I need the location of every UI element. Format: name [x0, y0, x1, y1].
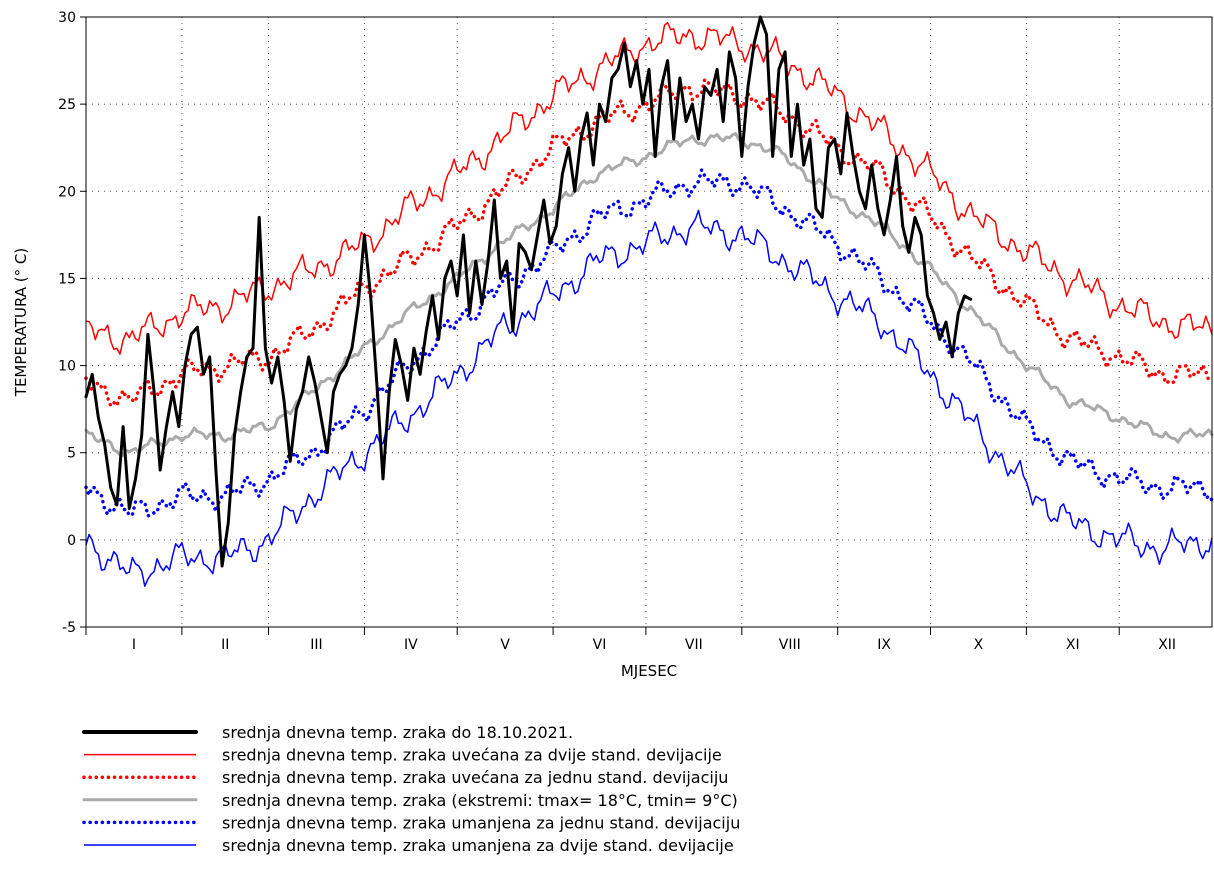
y-axis: -5 0 5 10 15 20 25 30 — [58, 10, 86, 636]
plot-area-frame — [85, 16, 1213, 628]
legend: srednja dnevna temp. zraka do 18.10.2021… — [82, 723, 740, 855]
month-label: II — [221, 637, 229, 653]
y-axis-title: TEMPERATURA (° C) — [12, 248, 30, 397]
legend-label-plus2: srednja dnevna temp. zraka uvećana za dv… — [222, 746, 722, 765]
y-tick-label: 15 — [58, 271, 76, 287]
month-label: X — [974, 637, 984, 653]
month-label: IX — [877, 637, 891, 653]
legend-label-obs: srednja dnevna temp. zraka do 18.10.2021… — [222, 723, 573, 742]
x-axis-title: MJESEC — [621, 662, 677, 680]
legend-label-minus2: srednja dnevna temp. zraka umanjena za d… — [222, 836, 734, 855]
month-label: I — [132, 637, 136, 653]
series-line-obs — [84, 15, 973, 568]
x-axis: I II III IV V VI VII VIII IX X XI XII — [85, 627, 1176, 653]
month-label: VIII — [779, 637, 801, 653]
month-label: V — [500, 637, 510, 653]
series-line-mean — [84, 132, 1214, 458]
series-line-plus1 — [84, 77, 1214, 408]
y-tick-label: 5 — [67, 446, 76, 462]
series-layer — [84, 15, 1214, 587]
legend-label-mean: srednja dnevna temp. zraka (ekstremi: tm… — [222, 791, 738, 810]
legend-label-minus1: srednja dnevna temp. zraka umanjena za j… — [222, 813, 740, 832]
month-label: VI — [593, 637, 607, 653]
month-label: XII — [1158, 637, 1176, 653]
series-line-minus2 — [85, 209, 1213, 587]
y-tick-label: 30 — [58, 10, 76, 26]
month-label: III — [310, 637, 322, 653]
y-tick-label: 25 — [58, 97, 76, 113]
month-label: IV — [404, 637, 418, 653]
series-line-plus2 — [85, 21, 1213, 355]
y-tick-label: 20 — [58, 184, 76, 200]
y-tick-label: 0 — [67, 533, 76, 549]
series-line-minus1 — [84, 168, 1214, 518]
month-label: VII — [685, 637, 703, 653]
y-tick-label: 10 — [58, 359, 76, 375]
month-label: XI — [1066, 637, 1080, 653]
y-tick-label: -5 — [62, 620, 76, 636]
legend-label-plus1: srednja dnevna temp. zraka uvećana za je… — [222, 768, 728, 787]
